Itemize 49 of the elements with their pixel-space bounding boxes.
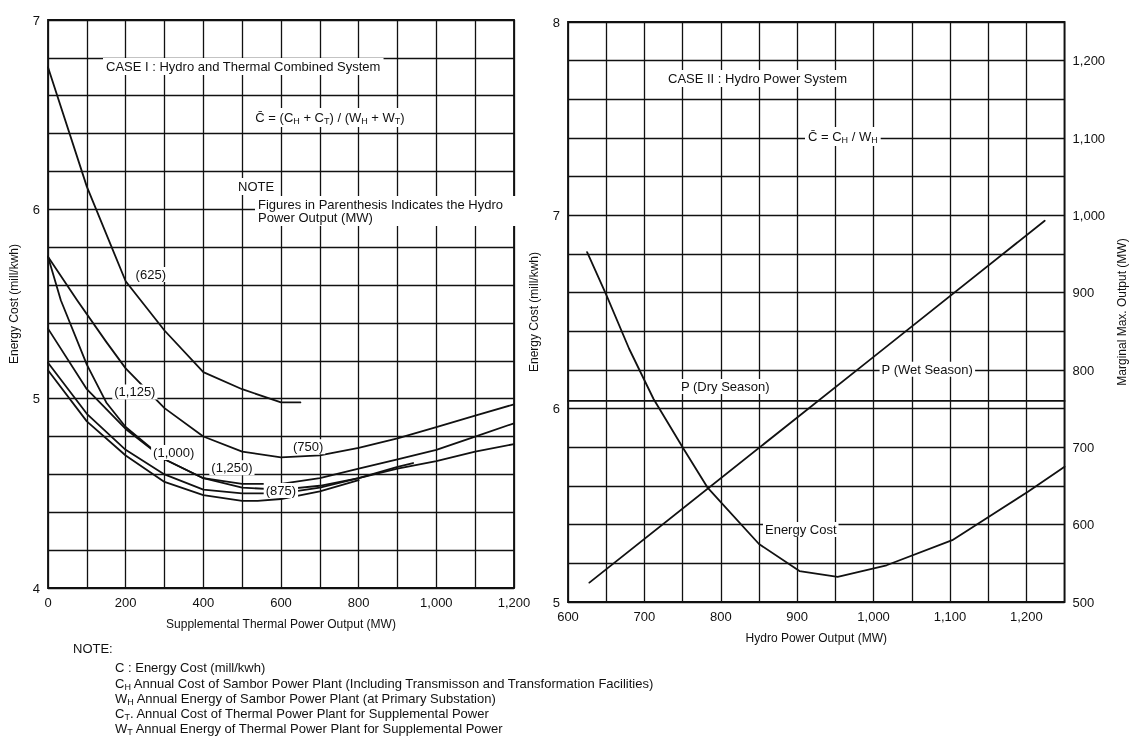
annotation: (1,125) (114, 384, 156, 400)
annotation: (625) (135, 267, 166, 283)
x-axis-title: Supplemental Thermal Power Output (MW) (166, 617, 396, 631)
y-tick-label: 6 (32, 201, 40, 217)
x-tick-label: 1,100 (933, 609, 967, 624)
y2-tick-label: 1,000 (1072, 207, 1106, 223)
x-tick-label: 1,000 (420, 595, 453, 610)
x-tick-label: 1,200 (497, 595, 531, 610)
y-tick-label: 4 (32, 580, 40, 596)
y-tick-label: 7 (32, 12, 40, 28)
x-tick-label: 400 (192, 595, 215, 610)
text: NOTE: (73, 641, 113, 656)
x-tick-label: 600 (270, 595, 292, 610)
x-axis-title: Hydro Power Output (MW) (745, 631, 887, 645)
text: C : Energy Cost (mill/kwh) (115, 660, 266, 675)
x-tick-label: 200 (114, 595, 137, 610)
y2-tick-label: 1,200 (1072, 53, 1106, 69)
annotation: Figures in Parenthesis Indicates the Hydro Power Output (MW) (258, 197, 507, 225)
x-tick-label: 900 (786, 609, 809, 624)
x-tick-label: 1,200 (1010, 609, 1043, 624)
annotation: (1,250) (211, 460, 253, 476)
y-axis-title: Energy Cost (mill/kwh) (7, 243, 21, 365)
annotation: (1,000) (153, 445, 195, 461)
annotation: NOTE (238, 179, 275, 194)
y2-tick-label: 500 (1072, 594, 1095, 610)
y-tick-label: 6 (552, 401, 560, 417)
y2-axis-title: Marginal Max. Output (MW) (1115, 238, 1129, 386)
y2-tick-label: 900 (1072, 285, 1095, 301)
series-label: P (Wet Season) (881, 361, 973, 377)
y-tick-label: 8 (552, 14, 560, 30)
series-label: P (Dry Season) (680, 378, 770, 394)
x-tick-label: 600 (557, 609, 579, 624)
series-label: Energy Cost (764, 522, 837, 537)
y-tick-label: 5 (32, 391, 40, 407)
x-tick-label: 0 (44, 595, 52, 610)
x-tick-label: 700 (633, 609, 656, 624)
y2-tick-label: 600 (1072, 517, 1095, 533)
y-tick-label: 7 (552, 207, 560, 223)
y2-tick-label: 800 (1072, 362, 1095, 378)
x-tick-label: 800 (709, 609, 732, 624)
y2-tick-label: 700 (1072, 439, 1095, 455)
annotation: CASE II : Hydro Power System (668, 71, 848, 86)
x-tick-label: 1,000 (857, 609, 890, 624)
annotation: CASE I : Hydro and Thermal Combined System (106, 59, 381, 74)
x-tick-label: 800 (347, 595, 370, 610)
y-tick-label: 5 (552, 594, 560, 610)
y2-tick-label: 1,100 (1072, 130, 1106, 146)
y-axis-title: Energy Cost (mill/kwh) (527, 251, 541, 373)
annotation: (750) (292, 439, 324, 455)
